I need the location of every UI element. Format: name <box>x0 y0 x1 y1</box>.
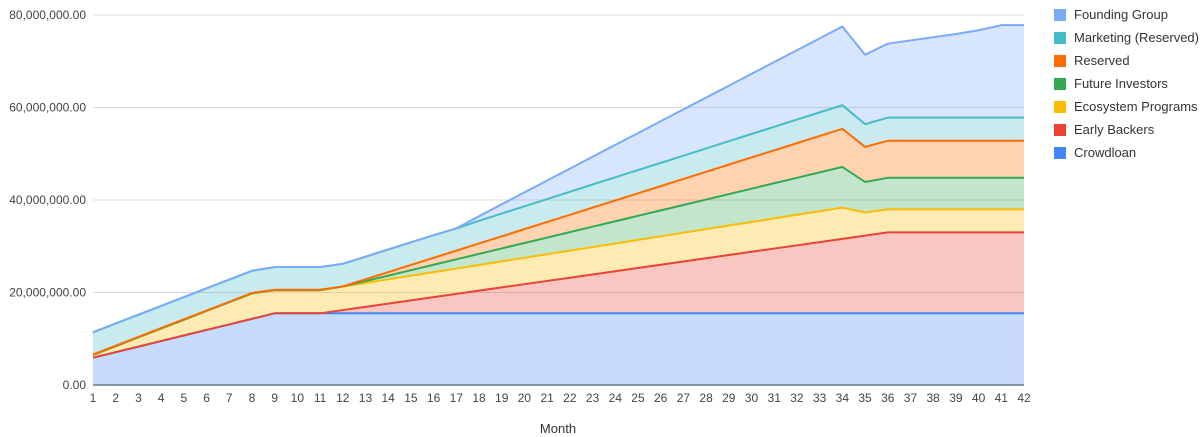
legend-item-ecosystem-programs: Ecosystem Programs <box>1054 99 1198 114</box>
x-axis-label: Month <box>540 421 576 436</box>
x-tick-label: 27 <box>677 391 691 405</box>
line-layer <box>92 24 1024 359</box>
x-tick-label: 20 <box>518 391 532 405</box>
line-reserved <box>92 127 1024 356</box>
legend-item-marketing-reserved: Marketing (Reserved) <box>1054 30 1199 45</box>
legend-swatch <box>1054 101 1066 113</box>
x-tick-label: 16 <box>427 391 441 405</box>
legend-label: Crowdloan <box>1074 145 1136 160</box>
legend-swatch <box>1054 9 1066 21</box>
legend-item-reserved: Reserved <box>1054 53 1130 68</box>
area-early-backers <box>93 232 1024 358</box>
x-tick-label: 15 <box>404 391 418 405</box>
x-tick-label: 35 <box>858 391 872 405</box>
x-tick-label: 8 <box>249 391 256 405</box>
legend-swatch <box>1054 124 1066 136</box>
x-tick-label: 7 <box>226 391 233 405</box>
x-tick-label: 17 <box>450 391 464 405</box>
x-tick-label: 3 <box>135 391 142 405</box>
y-tick-label: 0.00 <box>63 378 87 392</box>
x-tick-label: 39 <box>949 391 963 405</box>
x-tick-label: 5 <box>180 391 187 405</box>
legend-item-crowdloan: Crowdloan <box>1054 145 1136 160</box>
x-tick-label: 34 <box>836 391 850 405</box>
legend-item-early-backers: Early Backers <box>1054 122 1155 137</box>
legend-label: Marketing (Reserved) <box>1074 30 1199 45</box>
legend-item-future-investors: Future Investors <box>1054 76 1168 91</box>
legend-swatch <box>1054 55 1066 67</box>
x-tick-label: 40 <box>972 391 986 405</box>
area-reserved <box>93 128 1024 355</box>
legend-label: Founding Group <box>1074 7 1168 22</box>
y-tick-label: 20,000,000.00 <box>9 286 86 300</box>
y-tick-label: 40,000,000.00 <box>9 193 86 207</box>
legend: Founding Group Marketing (Reserved) Reserv… <box>1054 7 1199 160</box>
x-tick-label: 6 <box>203 391 210 405</box>
x-tick-label: 24 <box>609 391 623 405</box>
y-tick-label: 60,000,000.00 <box>9 101 86 115</box>
x-tick-label: 25 <box>631 391 645 405</box>
legend-item-founding-group: Founding Group <box>1054 7 1168 22</box>
x-tick-label: 12 <box>336 391 350 405</box>
x-tick-label: 9 <box>271 391 278 405</box>
x-tick-label: 2 <box>112 391 119 405</box>
axis-layer: 0.00 20,000,000.00 40,000,000.00 60,000,000… <box>9 8 1031 405</box>
legend-swatch <box>1054 78 1066 90</box>
x-tick-label: 28 <box>699 391 713 405</box>
area-marketing-reserved <box>93 105 1024 355</box>
legend-label: Future Investors <box>1074 76 1168 91</box>
x-tick-label: 29 <box>722 391 736 405</box>
line-early-backers <box>92 231 1024 359</box>
x-tick-label: 18 <box>472 391 486 405</box>
x-tick-label: 10 <box>291 391 305 405</box>
legend-label: Reserved <box>1074 53 1130 68</box>
legend-swatch <box>1054 147 1066 159</box>
legend-label: Early Backers <box>1074 122 1155 137</box>
x-tick-label: 19 <box>495 391 509 405</box>
x-tick-label: 31 <box>768 391 782 405</box>
x-tick-label: 41 <box>995 391 1009 405</box>
x-tick-label: 26 <box>654 391 668 405</box>
x-tick-label: 21 <box>540 391 554 405</box>
x-tick-label: 1 <box>90 391 97 405</box>
x-tick-label: 4 <box>158 391 165 405</box>
x-tick-label: 13 <box>359 391 373 405</box>
legend-swatch <box>1054 32 1066 44</box>
x-tick-label: 33 <box>813 391 827 405</box>
x-tick-label: 11 <box>314 391 327 405</box>
x-tick-label: 30 <box>745 391 759 405</box>
area-layer <box>93 25 1024 385</box>
x-tick-label: 37 <box>904 391 918 405</box>
legend-label: Ecosystem Programs <box>1074 99 1198 114</box>
area-future-investors <box>93 166 1024 355</box>
gridlines <box>93 14 1024 386</box>
x-tick-label: 22 <box>563 391 577 405</box>
x-tick-label: 23 <box>586 391 600 405</box>
x-tick-label: 42 <box>1017 391 1031 405</box>
y-tick-label: 80,000,000.00 <box>9 8 86 22</box>
area-crowdloan <box>93 313 1024 385</box>
x-tick-label: 38 <box>926 391 940 405</box>
x-tick-label: 14 <box>382 391 396 405</box>
x-tick-label: 36 <box>881 391 895 405</box>
line-founding-group <box>92 24 1024 334</box>
area-founding-group <box>93 25 1024 333</box>
x-tick-label: 32 <box>790 391 804 405</box>
